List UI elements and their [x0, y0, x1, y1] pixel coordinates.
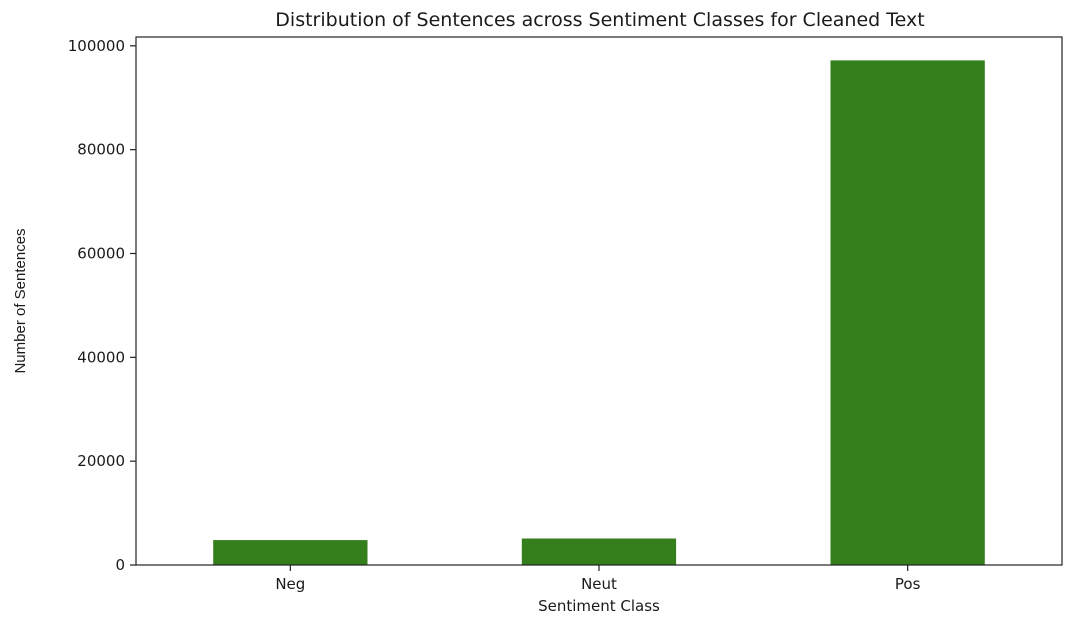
y-tick-label: 0: [115, 556, 125, 574]
y-tick-label: 60000: [77, 244, 125, 262]
x-tick-label: Neut: [581, 575, 617, 593]
chart-title: Distribution of Sentences across Sentime…: [275, 9, 924, 31]
y-tick-label: 40000: [77, 348, 125, 366]
y-axis: 0 20000 40000 60000 80000 100000: [68, 37, 136, 574]
x-tick-label: Neg: [275, 575, 305, 593]
x-axis: Neg Neut Pos: [275, 565, 921, 593]
y-axis-label: Number of Sentences: [12, 228, 29, 373]
bar-pos: [830, 60, 985, 566]
y-tick-label: 80000: [77, 141, 125, 159]
bar-neg: [213, 540, 368, 565]
y-tick-label: 100000: [68, 37, 125, 55]
y-tick-label: 20000: [77, 452, 125, 470]
bar-neut: [521, 538, 677, 565]
bars-layer: [213, 60, 985, 566]
x-tick-label: Pos: [895, 575, 921, 593]
x-axis-label: Sentiment Class: [538, 597, 660, 615]
